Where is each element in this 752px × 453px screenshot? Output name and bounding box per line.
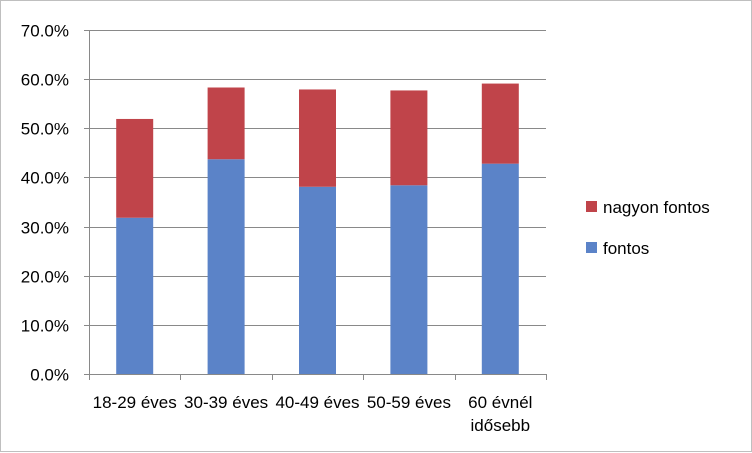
legend-label: nagyon fontos [603, 198, 710, 217]
bar-fontos [299, 186, 336, 374]
y-tick-label: 20.0% [21, 268, 69, 287]
y-tick-label: 10.0% [21, 317, 69, 336]
y-tick-label: 60.0% [21, 71, 69, 90]
x-tick-label: 50-59 éves [367, 393, 451, 412]
legend: nagyon fontos fontos [586, 198, 710, 258]
y-tick-label: 50.0% [21, 120, 69, 139]
y-tick-label: 30.0% [21, 219, 69, 238]
y-tick-label: 40.0% [21, 169, 69, 188]
bar-fontos [481, 163, 519, 374]
y-tick-label: 0.0% [30, 366, 69, 385]
bar-nagyon-fontos [299, 89, 336, 187]
bar-nagyon-fontos [390, 90, 428, 186]
x-tick-labels: 18-29 éves 30-39 éves 40-49 éves 50-59 éves… [93, 393, 533, 435]
legend-swatch [586, 242, 597, 253]
y-tick-label: 70.0% [21, 22, 69, 41]
bar-nagyon-fontos [481, 83, 519, 164]
legend-label: fontos [603, 239, 649, 258]
x-tick-label: idősebb [471, 416, 531, 435]
y-tick-labels: 0.0% 10.0% 20.0% 30.0% 40.0% 50.0% 60.0% 70.0% [21, 22, 69, 385]
x-tick-label: 60 évnél [468, 393, 532, 412]
bar-nagyon-fontos [116, 118, 154, 218]
bar-fontos [207, 159, 245, 374]
axes [84, 30, 547, 380]
x-tick-label: 40-49 éves [275, 393, 359, 412]
bar-fontos [116, 217, 154, 374]
legend-swatch [586, 201, 597, 212]
bar-nagyon-fontos [207, 87, 245, 160]
x-tick-label: 30-39 éves [184, 393, 268, 412]
x-tick-label: 18-29 éves [93, 393, 177, 412]
bars [116, 83, 519, 374]
bar-fontos [390, 185, 428, 374]
